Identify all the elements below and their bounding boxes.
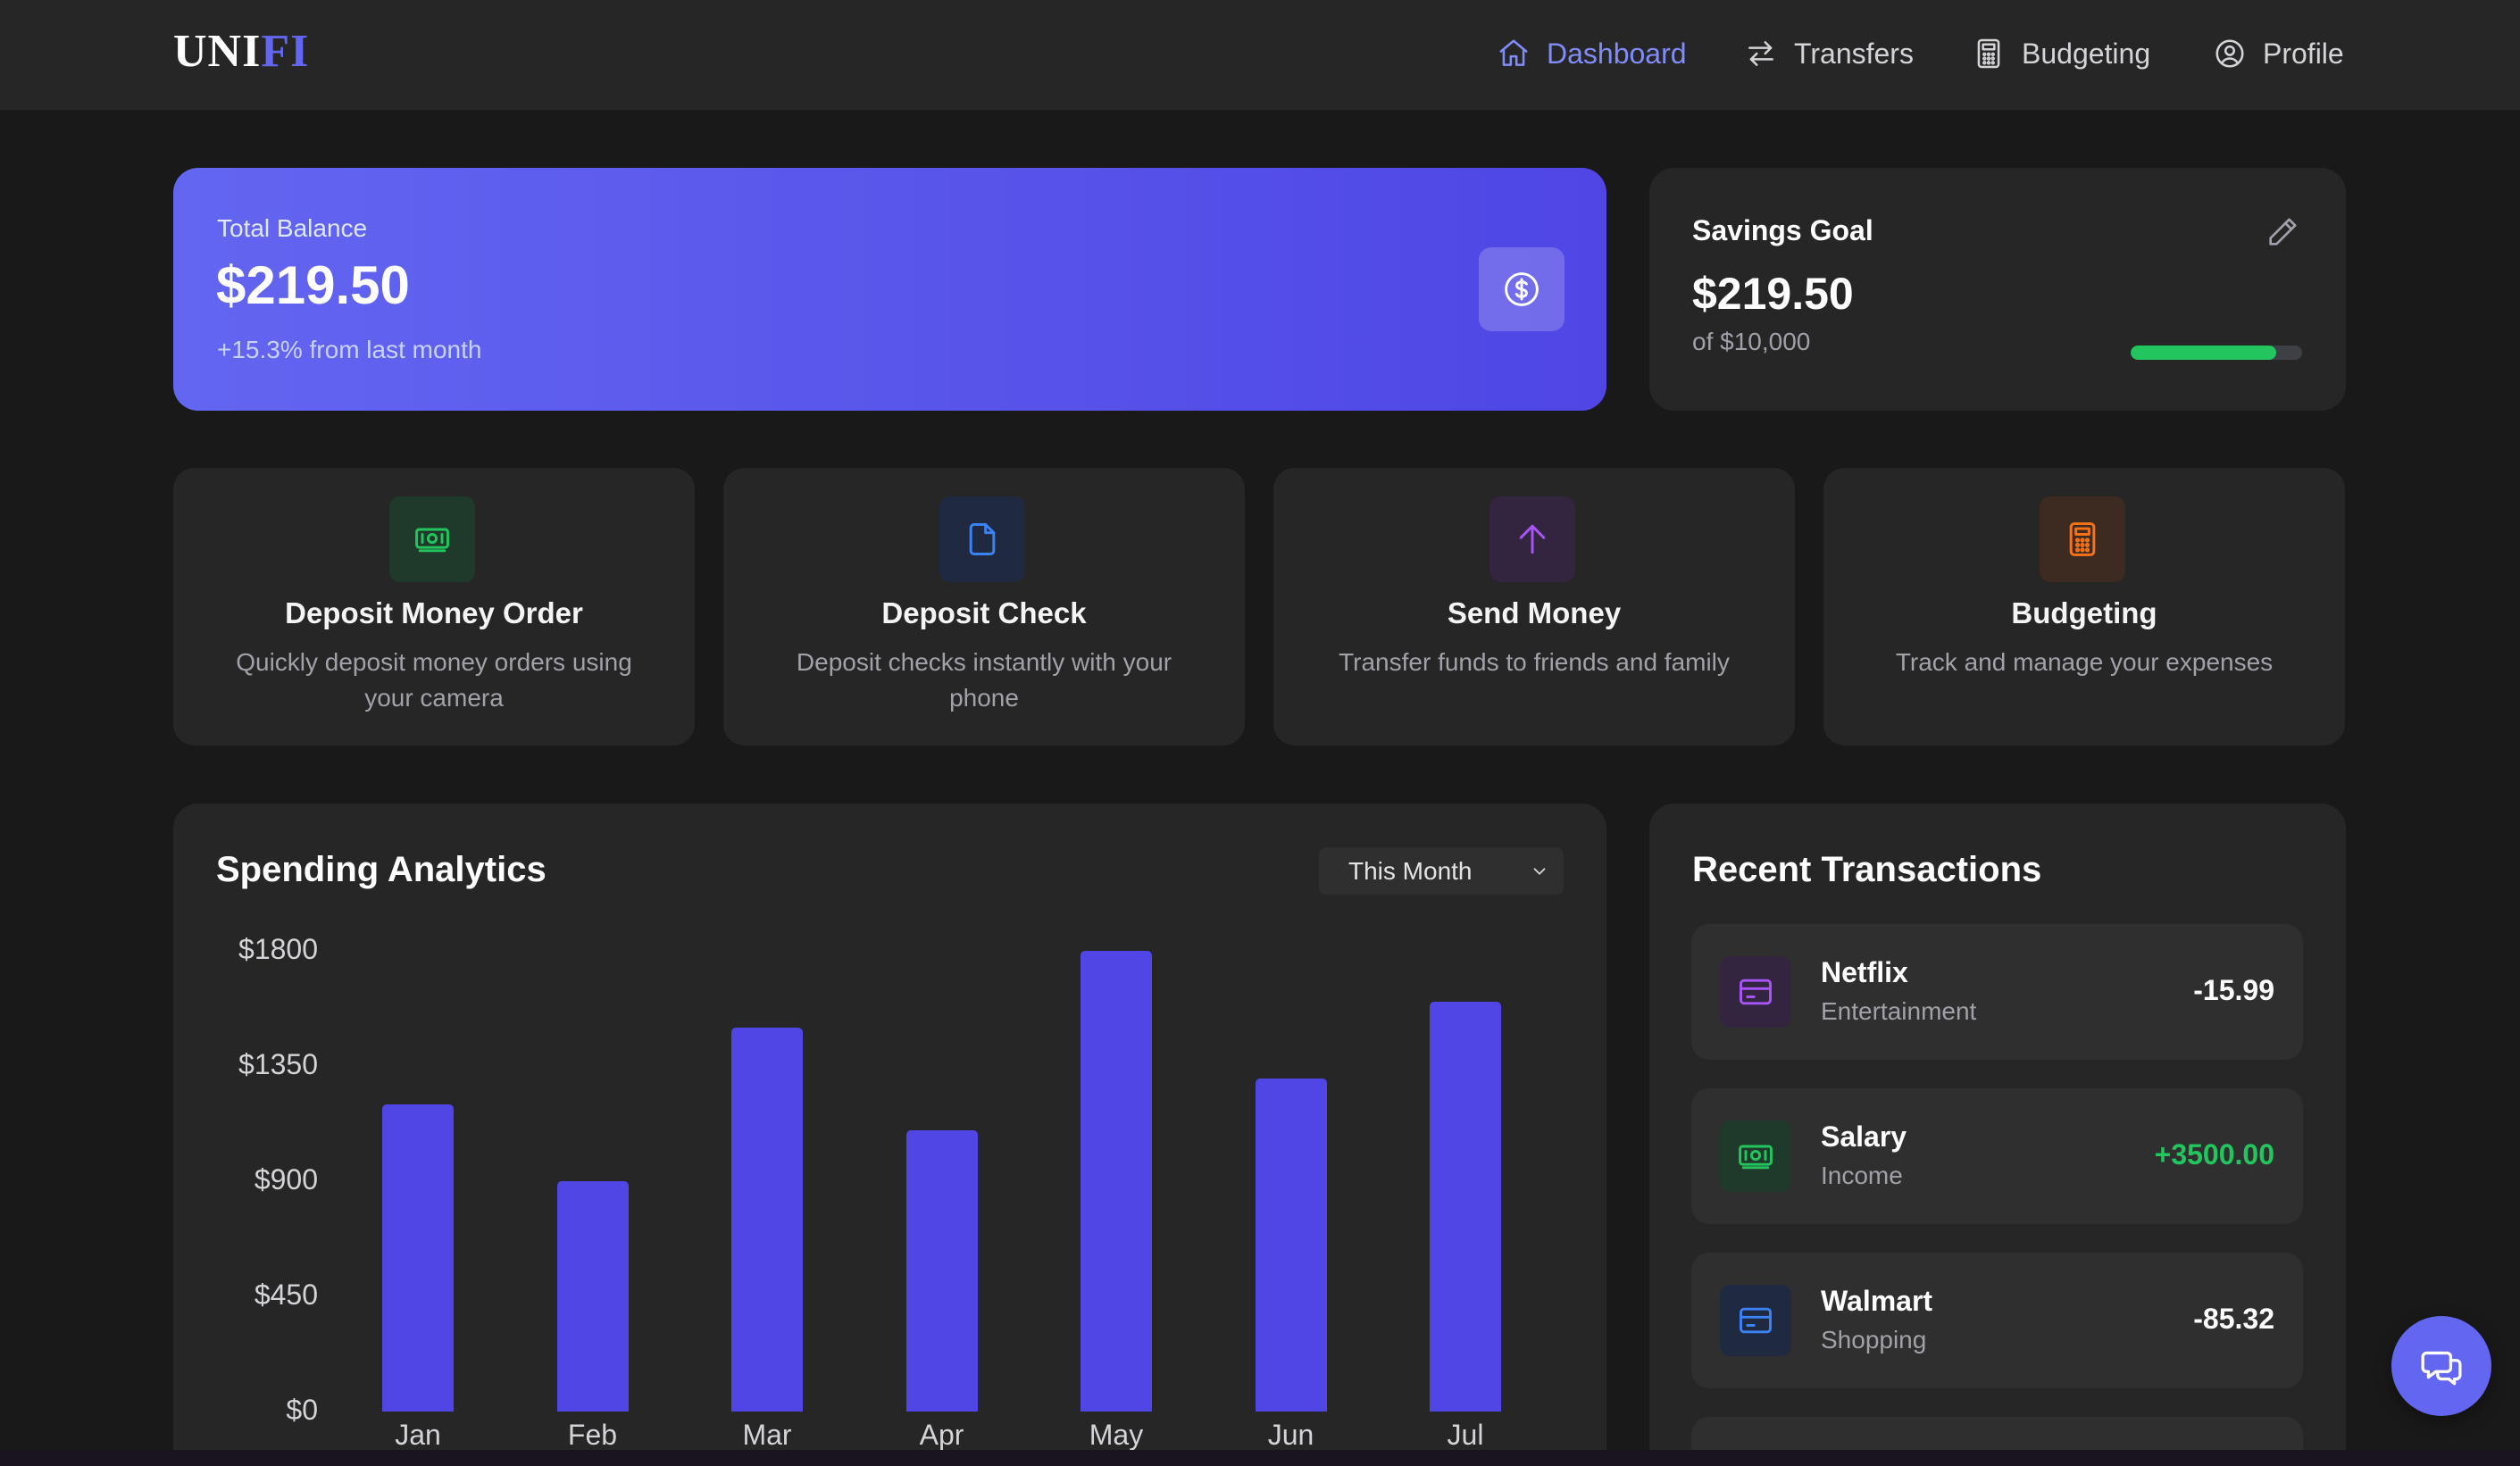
action-card-send-money[interactable] — [1273, 468, 1795, 745]
transaction-name: Netflix — [1821, 956, 1908, 988]
savings-target: of $10,000 — [1692, 328, 1811, 355]
transaction-icon-tile — [1720, 1120, 1791, 1192]
banknote-icon — [415, 528, 449, 553]
calculator-icon — [2069, 522, 2096, 556]
action-title: Deposit Money Order — [285, 596, 583, 629]
action-card-deposit-money-order[interactable] — [173, 468, 695, 745]
transaction-amount: +3500.00 — [2154, 1138, 2274, 1170]
chat-button[interactable] — [2391, 1316, 2491, 1416]
dollar-circle-icon — [1505, 272, 1539, 306]
chart-bar[interactable] — [556, 1181, 629, 1412]
nav-item-profile[interactable]: Profile — [2213, 32, 2344, 75]
y-tick-label: $1800 — [238, 933, 318, 965]
transaction-name: Salary — [1821, 1120, 1907, 1153]
user-circle-icon — [2215, 39, 2244, 68]
y-tick-label: $0 — [286, 1394, 318, 1426]
action-icon-tile — [389, 496, 475, 582]
chart-bar[interactable] — [1430, 1002, 1501, 1412]
x-tick-label: May — [1089, 1419, 1144, 1451]
action-desc-line: Quickly deposit money orders using — [236, 648, 632, 676]
credit-card-icon — [1740, 979, 1772, 1005]
chart-bar[interactable] — [382, 1104, 454, 1412]
savings-title: Savings Goal — [1692, 214, 1873, 246]
nav-label: Budgeting — [2022, 37, 2151, 70]
x-tick-label: Apr — [919, 1419, 964, 1451]
transaction-name: Walmart — [1821, 1285, 1933, 1317]
transaction-row[interactable]: Salary Income +3500.00 — [1691, 1088, 2303, 1224]
logo-text-a: UNI — [173, 26, 262, 77]
chart-bar[interactable] — [1081, 951, 1152, 1412]
brand-logo[interactable]: UNIFI — [173, 25, 309, 78]
nav-item-dashboard[interactable]: Dashboard — [1497, 32, 1687, 75]
transactions-title: Recent Transactions — [1692, 850, 2042, 889]
transaction-icon-tile — [1720, 1285, 1791, 1356]
nav-item-transfers[interactable]: Transfers — [1744, 32, 1914, 75]
y-tick-label: $1350 — [238, 1048, 318, 1080]
window-bottom-edge — [0, 1450, 2520, 1466]
action-icon-tile — [2040, 496, 2125, 582]
balance-change: +15.3% from last month — [217, 336, 482, 363]
action-desc-line: your camera — [364, 684, 504, 712]
banknote-icon — [1739, 1145, 1773, 1170]
calculator-icon — [1977, 38, 2000, 69]
action-card-deposit-check[interactable] — [723, 468, 1245, 745]
balance-label: Total Balance — [217, 214, 368, 242]
transaction-category: Shopping — [1821, 1326, 1927, 1354]
transaction-amount: -15.99 — [2193, 974, 2274, 1006]
file-icon — [969, 523, 996, 555]
analytics-title: Spending Analytics — [216, 850, 547, 889]
balance-amount: $219.50 — [216, 255, 410, 315]
arrow-up-icon — [1519, 524, 1546, 554]
chart-bar[interactable] — [731, 1028, 803, 1412]
action-icon-tile — [939, 496, 1025, 582]
action-desc-line: Transfer funds to friends and family — [1339, 648, 1730, 676]
x-tick-label: Mar — [742, 1419, 792, 1451]
chart-bar[interactable] — [905, 1129, 978, 1412]
pencil-icon[interactable] — [2265, 214, 2300, 250]
period-select[interactable]: This Month — [1319, 847, 1564, 895]
transaction-amount: -85.32 — [2193, 1303, 2274, 1335]
transaction-icon-tile — [1720, 956, 1791, 1028]
total-balance-card — [173, 168, 1606, 411]
action-desc-line: phone — [949, 684, 1019, 712]
savings-goal-card — [1649, 168, 2346, 411]
balance-icon-tile[interactable] — [1479, 247, 1565, 331]
x-tick-label: Jan — [395, 1419, 441, 1451]
transaction-category: Income — [1821, 1162, 1903, 1189]
action-icon-tile — [1489, 496, 1575, 582]
chart-bar[interactable] — [1255, 1079, 1327, 1412]
period-select-value: This Month — [1348, 857, 1473, 885]
chevron-down-icon — [1533, 868, 1546, 875]
savings-amount: $219.50 — [1692, 269, 1854, 319]
action-title: Budgeting — [2011, 596, 2157, 629]
logo-text-b: FI — [261, 26, 310, 77]
action-desc-line: Track and manage your expenses — [1895, 648, 2274, 676]
y-tick-label: $900 — [254, 1163, 318, 1195]
action-card-budgeting[interactable] — [1823, 468, 2345, 745]
x-tick-label: Jul — [1447, 1419, 1484, 1451]
y-tick-label: $450 — [254, 1279, 318, 1311]
home-icon — [1499, 39, 1528, 66]
transaction-category: Entertainment — [1821, 997, 1977, 1025]
action-desc-line: Deposit checks instantly with your — [796, 648, 1172, 676]
transaction-row[interactable]: Walmart Shopping -85.32 — [1691, 1253, 2303, 1388]
savings-progress-bar — [2131, 346, 2302, 360]
nav-label: Profile — [2263, 37, 2344, 70]
nav-item-budgeting[interactable]: Budgeting — [1972, 32, 2150, 75]
nav-label: Transfers — [1794, 37, 1914, 70]
transfer-arrows-icon — [1748, 41, 1773, 66]
x-tick-label: Feb — [567, 1419, 618, 1451]
top-nav-bar: UNIFI Dashboard Transfers Budgeting Prof… — [0, 0, 2520, 110]
chat-bubbles-icon — [2421, 1351, 2462, 1386]
action-title: Deposit Check — [881, 596, 1087, 629]
transaction-row[interactable]: Netflix Entertainment -15.99 — [1691, 924, 2303, 1060]
x-tick-label: Jun — [1267, 1419, 1314, 1451]
credit-card-icon — [1740, 1307, 1772, 1334]
savings-progress-fill — [2131, 346, 2277, 360]
nav-label: Dashboard — [1547, 37, 1687, 70]
action-title: Send Money — [1447, 596, 1622, 629]
